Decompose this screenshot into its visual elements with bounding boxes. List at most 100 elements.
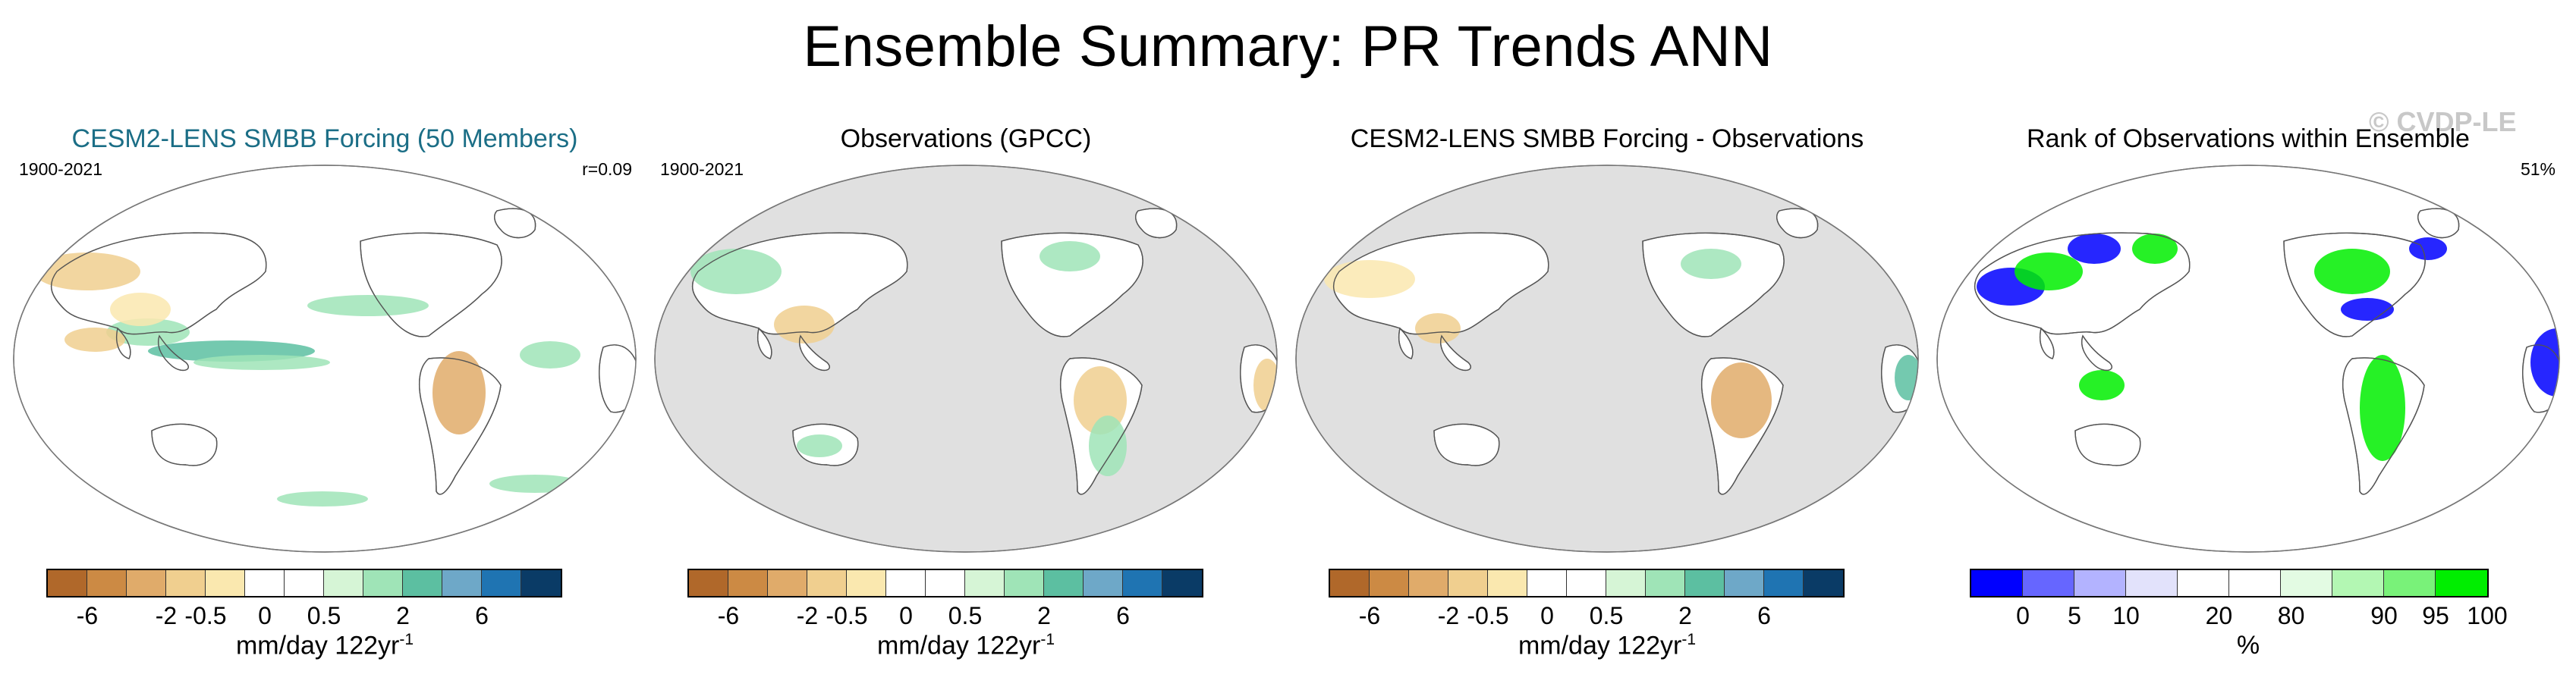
map-model-trend xyxy=(13,165,637,553)
colorbar-cell xyxy=(2384,570,2436,596)
colorbar-tick-label: 100 xyxy=(2467,602,2508,629)
colorbar-cell xyxy=(285,570,324,596)
shading-region xyxy=(1324,260,1415,298)
colorbar-unit-label: mm/day 122yr-1 xyxy=(235,631,414,660)
colorbar-cell xyxy=(2229,570,2281,596)
panel-model: CESM2-LENS SMBB Forcing (50 Members) 190… xyxy=(4,114,646,660)
colorbar-cell xyxy=(1123,570,1162,596)
shading-region xyxy=(2068,234,2121,264)
colorbar-cell xyxy=(2126,570,2178,596)
colorbar-cell xyxy=(363,570,403,596)
colorbar-tick-label: 0.5 xyxy=(948,602,983,629)
colorbar-cell xyxy=(2332,570,2384,596)
colorbar-cell xyxy=(886,570,926,596)
colorbar-cells xyxy=(46,569,562,597)
colorbar-tick-label: 2 xyxy=(396,602,410,629)
shading-region xyxy=(2015,252,2083,290)
colorbar-cell xyxy=(521,570,561,596)
map-background xyxy=(654,165,1278,553)
colorbar-cell xyxy=(768,570,807,596)
shading-region xyxy=(774,306,835,343)
shading-region xyxy=(110,293,171,326)
colorbar-cell xyxy=(1971,570,2023,596)
rank-stat-label: 51% xyxy=(2520,159,2556,179)
colorbar-tick-label: -6 xyxy=(1358,602,1381,629)
colorbar-cell xyxy=(324,570,363,596)
colorbar-cell xyxy=(689,570,728,596)
colorbar-rank: 0 5 10 20 80 90 95 100% xyxy=(1927,569,2569,690)
colorbar-unit-label: % xyxy=(2236,631,2260,660)
colorbar-tick-label: -6 xyxy=(717,602,740,629)
colorbar-cell xyxy=(1725,570,1764,596)
colorbar-tick-label: -2 xyxy=(796,602,819,629)
colorbar-cell xyxy=(1084,570,1123,596)
colorbar-cell xyxy=(1044,570,1084,596)
colorbar-cell xyxy=(482,570,521,596)
panel-title: CESM2-LENS SMBB Forcing - Observations xyxy=(1350,124,1864,153)
shading-region xyxy=(1040,241,1100,271)
colorbar-tick-label: 90 xyxy=(2370,602,2398,629)
colorbar-tick-label: 0 xyxy=(258,602,272,629)
correlation-label: r=0.09 xyxy=(582,159,632,179)
colorbar-tick-label: 0 xyxy=(1540,602,1554,629)
shading-region xyxy=(2314,249,2390,294)
colorbar-difference: -6 -2 -0.5 0 0.5 2 6 mm/day 122yr-1 xyxy=(1286,569,1928,690)
panel-observations: Observations (GPCC) 1900-2021 -6 -2 -0.5 0 0… xyxy=(645,114,1287,660)
shading-region xyxy=(277,491,368,507)
colorbar-cell xyxy=(87,570,127,596)
colorbar-tick-label: -6 xyxy=(76,602,99,629)
shading-region xyxy=(1711,362,1772,438)
shading-region xyxy=(1681,249,1741,279)
colorbar-tick-label: 80 xyxy=(2277,602,2305,629)
colorbar-tick-label: 6 xyxy=(1116,602,1130,629)
panel-rank: Rank of Observations within Ensemble 51%… xyxy=(1927,114,2569,660)
colorbar-tick-label: 6 xyxy=(475,602,489,629)
colorbar-tick-label: 0 xyxy=(2016,602,2030,629)
shading-region xyxy=(64,328,125,352)
colorbar-cells xyxy=(1970,569,2489,597)
shading-region xyxy=(797,434,842,457)
map-background xyxy=(1936,165,2560,553)
colorbar-tick-label: -0.5 xyxy=(1467,602,1509,629)
panel-title: Rank of Observations within Ensemble xyxy=(2027,124,2470,153)
shading-region xyxy=(1415,313,1461,343)
map-observed-trend xyxy=(654,165,1278,553)
colorbar-cell xyxy=(2281,570,2332,596)
colorbar-cell xyxy=(403,570,442,596)
colorbar-tick-label: 5 xyxy=(2068,602,2081,629)
colorbar-cell xyxy=(1646,570,1685,596)
colorbar-cell xyxy=(1448,570,1488,596)
panel-difference: CESM2-LENS SMBB Forcing - Observations -… xyxy=(1286,114,1928,660)
colorbar-tick-label: -2 xyxy=(1437,602,1460,629)
map-background xyxy=(1295,165,1919,553)
colorbar-tick-label: -0.5 xyxy=(826,602,868,629)
colorbar-cell xyxy=(442,570,482,596)
colorbar-tick-label: 95 xyxy=(2422,602,2449,629)
shading-region xyxy=(34,252,140,290)
colorbar-cell xyxy=(2436,570,2487,596)
colorbar-unit-label: mm/day 122yr-1 xyxy=(1518,631,1697,660)
map-rank xyxy=(1936,165,2560,553)
map-difference xyxy=(1295,165,1919,553)
colorbar-cell xyxy=(847,570,886,596)
colorbar-cell xyxy=(1005,570,1044,596)
colorbar-tick-label: -0.5 xyxy=(184,602,227,629)
colorbar-tick-label: 6 xyxy=(1757,602,1771,629)
colorbar-tick-label: 2 xyxy=(1037,602,1051,629)
colorbar-cell xyxy=(1370,570,1409,596)
colorbar-cell xyxy=(728,570,768,596)
colorbar-cell xyxy=(245,570,285,596)
shading-region xyxy=(690,249,782,294)
shading-region xyxy=(432,351,486,434)
shading-region xyxy=(520,341,580,369)
shading-region xyxy=(193,355,330,370)
colorbar-cell xyxy=(2178,570,2229,596)
period-label: 1900-2021 xyxy=(660,159,744,179)
colorbar-cell xyxy=(926,570,965,596)
colorbar-cell xyxy=(1409,570,1448,596)
colorbar-tick-label: 10 xyxy=(2112,602,2140,629)
colorbar-cell xyxy=(965,570,1005,596)
colorbar-cell xyxy=(166,570,206,596)
colorbar-tick-label: 0.5 xyxy=(1589,602,1624,629)
panel-title: CESM2-LENS SMBB Forcing (50 Members) xyxy=(71,124,578,153)
